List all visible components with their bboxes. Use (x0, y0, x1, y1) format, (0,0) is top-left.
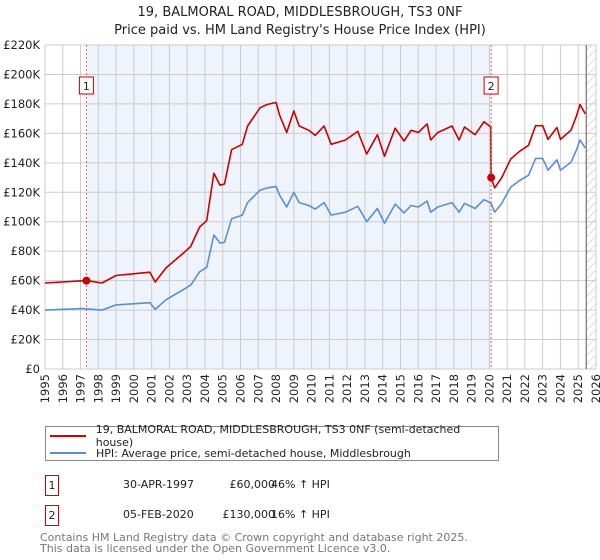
transaction-row: 2 05-FEB-2020 £130,000 16% ↑ HPI (45, 505, 445, 526)
price-chart: 1995 1996 1997 1998 1999 2000 2001 2002 2003 2004… (3, 38, 600, 403)
y-tick-label: £140K (3, 156, 40, 170)
sale-label-number: 2 (488, 80, 495, 93)
y-tick-label: £40K (11, 303, 41, 317)
x-tick-label: 2004 (198, 374, 212, 403)
hpi-line (44, 139, 586, 311)
x-tick-label: 1999 (109, 374, 123, 403)
x-tick-label: 2019 (465, 374, 479, 403)
legend: 19, BALMORAL ROAD, MIDDLESBROUGH, TS3 0N… (45, 423, 499, 461)
y-tick-label: £160K (3, 126, 40, 140)
x-tick-label: 2003 (180, 374, 194, 403)
x-tick-label: 2010 (305, 374, 319, 403)
y-tick-label: £120K (3, 185, 40, 199)
x-tick-label: 2001 (145, 374, 159, 403)
x-tick-label: 2025 (571, 374, 585, 403)
y-tick-label: £20K (11, 333, 41, 347)
future-hatch-region (586, 45, 596, 369)
sale-label-box (483, 76, 499, 95)
x-tick-label: 1998 (91, 374, 105, 403)
x-tick-label: 2026 (589, 374, 600, 403)
x-tick-label: 2007 (251, 374, 265, 403)
legend-swatch-property (50, 435, 86, 437)
sale-point-marker (82, 276, 91, 285)
legend-swatch-hpi (50, 452, 86, 454)
property-price-line (44, 101, 586, 284)
transaction-number-badge: 2 (45, 505, 59, 526)
sale-point-marker (487, 173, 496, 182)
transaction-price: £130,000 (222, 508, 276, 521)
x-tick-label: 2017 (429, 374, 443, 403)
x-tick-label: 2006 (234, 374, 248, 403)
legend-label-hpi: HPI: Average price, semi-detached house,… (96, 446, 411, 460)
transaction-price: £60,000 (229, 478, 276, 491)
x-tick-label: 2002 (162, 374, 176, 403)
transaction-date: 05-FEB-2020 (123, 508, 194, 521)
x-tick-label: 1995 (38, 374, 52, 403)
transaction-date: 30-APR-1997 (123, 478, 195, 491)
x-tick-label: 2021 (500, 374, 514, 403)
footer-copyright: Contains HM Land Registry data © Crown c… (40, 531, 468, 544)
legend-item-property: 19, BALMORAL ROAD, MIDDLESBROUGH, TS3 0N… (50, 423, 498, 449)
x-tick-label: 2018 (447, 374, 461, 403)
footer-licence: This data is licensed under the Open Gov… (40, 542, 391, 555)
x-tick-label: 1997 (74, 374, 88, 403)
x-tick-label: 2000 (127, 374, 141, 403)
sale-label-box (78, 76, 94, 95)
x-tick-label: 2012 (340, 374, 354, 403)
y-tick-label: £60K (11, 274, 41, 288)
y-tick-label: £180K (3, 97, 40, 111)
transaction-hpi-change: 46% ↑ HPI (271, 478, 330, 491)
chart-subtitle: Price paid vs. HM Land Registry's House … (114, 23, 486, 38)
x-tick-label: 1996 (56, 374, 70, 403)
x-tick-label: 2009 (287, 374, 301, 403)
chart-title: 19, BALMORAL ROAD, MIDDLESBROUGH, TS3 0N… (137, 5, 463, 20)
y-tick-label: £0 (25, 362, 40, 376)
x-tick-label: 2015 (393, 374, 407, 403)
x-tick-label: 2008 (269, 374, 283, 403)
x-tick-label: 2011 (322, 374, 336, 403)
y-tick-label: £220K (3, 38, 40, 52)
x-tick-label: 2016 (411, 374, 425, 403)
y-tick-label: £80K (11, 244, 41, 258)
sale-label-number: 1 (83, 80, 90, 93)
transaction-hpi-change: 16% ↑ HPI (271, 508, 330, 521)
y-tick-label: £200K (3, 67, 40, 81)
x-tick-label: 2005 (216, 374, 230, 403)
x-tick-label: 2023 (536, 374, 550, 403)
legend-item-hpi: HPI: Average price, semi-detached house,… (50, 445, 411, 461)
transaction-row: 1 30-APR-1997 £60,000 46% ↑ HPI (45, 475, 445, 496)
ownership-period-shade (86, 45, 492, 369)
x-tick-label: 2022 (518, 374, 532, 403)
x-tick-label: 2014 (376, 374, 390, 403)
x-tick-label: 2013 (358, 374, 372, 403)
legend-label-property: 19, BALMORAL ROAD, MIDDLESBROUGH, TS3 0N… (95, 423, 461, 449)
x-tick-label: 2024 (553, 374, 567, 403)
x-tick-label: 2020 (482, 374, 496, 403)
y-tick-label: £100K (3, 215, 40, 229)
transaction-number-badge: 1 (45, 475, 59, 496)
